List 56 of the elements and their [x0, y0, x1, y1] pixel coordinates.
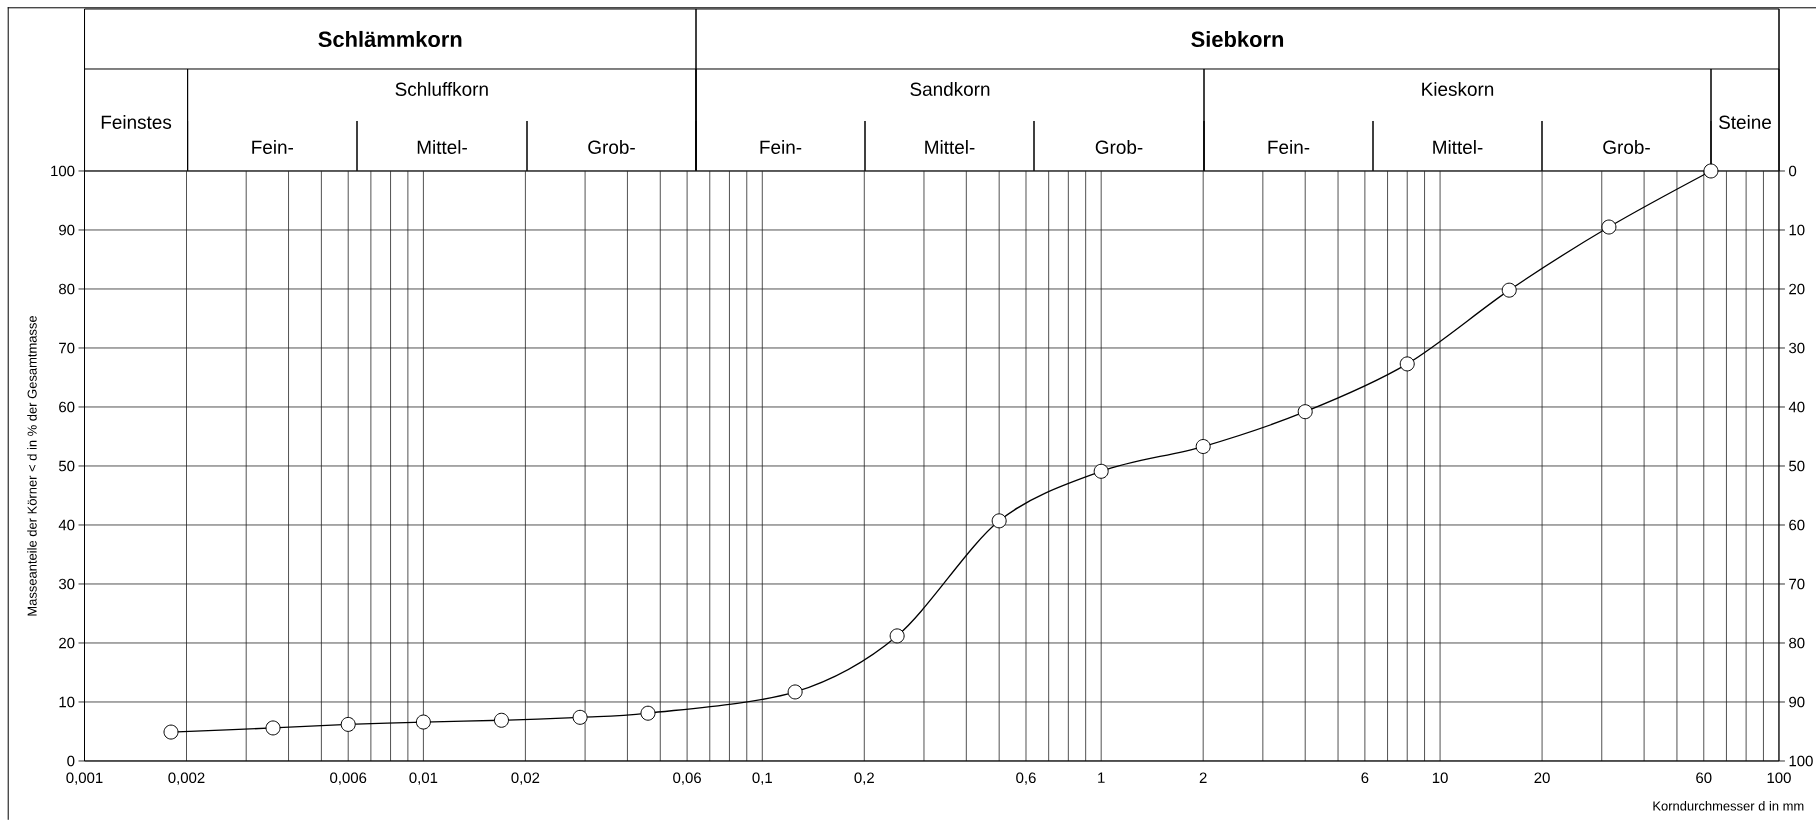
y-tick-label: 90: [59, 224, 75, 236]
text: Schluffkorn: [395, 82, 488, 96]
x-tick-label: 0,06: [673, 772, 701, 785]
x-tick-label: 60: [1696, 772, 1712, 784]
y-tick-label: 100: [51, 165, 75, 177]
y-tick-label: 0: [67, 755, 75, 767]
text: Mittel-: [417, 140, 467, 154]
y2-tick-label: 100: [1789, 755, 1813, 767]
text: Fein-: [1268, 140, 1310, 154]
y-tick-label: 50: [58, 460, 75, 472]
x-tick-label: 0,2: [854, 772, 874, 785]
y-tick-label: 30: [58, 578, 75, 590]
y2-tick-label: 70: [1789, 578, 1805, 590]
x-tick-label: 10: [1432, 772, 1448, 784]
text: Sandkorn: [910, 82, 990, 96]
text: Grob-: [588, 140, 635, 154]
text: Steine: [1719, 115, 1771, 129]
y2-tick-label: 10: [1789, 224, 1805, 236]
y-axis-title: Masseanteile der Körner < d in % der Gesamtmasse: [27, 315, 37, 616]
x-tick-label: 0,006: [330, 772, 367, 785]
y2-tick-label: 20: [1789, 283, 1805, 295]
text: Mittel-: [1433, 140, 1483, 154]
y-tick-label: 70: [59, 342, 75, 354]
x-tick-label: 0,001: [66, 772, 103, 785]
text: Grob-: [1603, 140, 1650, 154]
x-tick-label: 0,01: [409, 772, 438, 785]
text: Fein-: [252, 140, 294, 154]
x-tick-label: 6: [1361, 772, 1369, 784]
y2-tick-label: 30: [1789, 342, 1805, 354]
x-tick-label: 0,002: [168, 772, 205, 785]
text: Schlämmkorn: [318, 30, 462, 48]
text: Feinstes: [101, 115, 172, 129]
text: Grob-: [1095, 140, 1143, 154]
y-tick-label: 60: [59, 401, 75, 413]
x-tick-label: 1: [1098, 772, 1105, 783]
text: Kieskorn: [1422, 82, 1494, 96]
y2-tick-label: 0: [1789, 165, 1797, 177]
y2-tick-label: 60: [1789, 519, 1805, 531]
y2-tick-label: 90: [1789, 696, 1805, 708]
text: Siebkorn: [1191, 30, 1284, 48]
x-tick-label: 20: [1534, 772, 1550, 784]
x-axis-title: Korndurchmesser d in mm: [1653, 801, 1804, 811]
y2-tick-label: 80: [1789, 637, 1805, 649]
y-tick-label: 80: [59, 283, 75, 295]
y-tick-label: 20: [59, 637, 75, 649]
text: Mittel-: [925, 140, 975, 154]
x-tick-label: 0,6: [1016, 772, 1036, 785]
x-tick-label: 0,1: [752, 772, 772, 785]
x-tick-label: 2: [1199, 772, 1207, 783]
y-tick-label: 40: [58, 519, 75, 531]
y-tick-label: 10: [59, 696, 75, 708]
x-tick-label: 0,02: [511, 772, 540, 785]
text: Fein-: [760, 140, 802, 154]
y2-tick-label: 50: [1789, 460, 1805, 472]
y2-tick-label: 40: [1788, 401, 1805, 413]
x-tick-label: 100: [1767, 772, 1791, 784]
